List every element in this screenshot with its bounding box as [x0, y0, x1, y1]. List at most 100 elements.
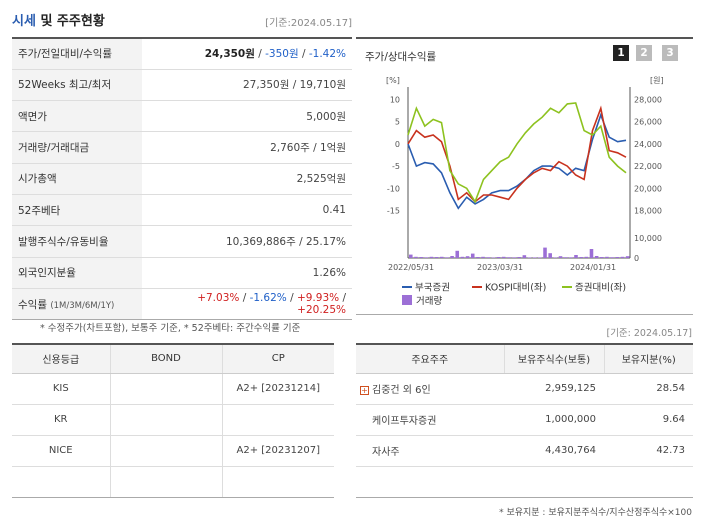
period-button-1[interactable]: 1 [613, 45, 629, 61]
volume-bar [429, 256, 434, 258]
volume-bar [527, 257, 532, 258]
volume-bar [409, 254, 413, 258]
row-value: 10,369,886주 / 25.17% [142, 225, 352, 258]
table-row: 외국인지분율 1.26% [12, 256, 352, 289]
volume-tick-label: 10,000 [634, 234, 662, 243]
table-cell [222, 404, 334, 436]
row-label: 수익률 (1M/3M/6M/1Y) [12, 287, 142, 321]
row-label: 시가총액 [12, 162, 142, 195]
legend-swatch [402, 295, 412, 305]
volume-bar [491, 257, 496, 258]
table-cell [12, 466, 111, 498]
column-header: BOND [110, 343, 223, 374]
volume-bar [605, 256, 609, 258]
volume-bar [445, 257, 449, 258]
volume-bar [517, 257, 521, 258]
x-tick-label: 2023/03/31 [477, 263, 523, 272]
price-chart: [%] [원] 10 28,000 5 26,000 0 24,000 -5 22,000 -10 2… [386, 76, 664, 307]
table-row: 52주베타 0.41 [12, 193, 352, 226]
table-row: KR [12, 404, 334, 436]
row-value: 0.41 [142, 193, 352, 226]
row-label: 52Weeks 최고/최저 [12, 68, 142, 101]
table-cell: A2+ [20231214] [222, 373, 334, 405]
returns-value: +7.03% / -1.62% / +9.93% / +20.25% [142, 287, 352, 321]
shareholder-name: 케이프투자증권 [356, 404, 504, 436]
price-rate: -1.42% [308, 48, 346, 61]
footnote-holding: * 보유지분 : 보유지분주식수/지수산정주식수×100 [499, 508, 692, 518]
legend-label: KOSPI대비(좌) [485, 283, 546, 294]
shares-held [504, 466, 604, 498]
table-header-row: 신용등급 BOND CP [12, 343, 334, 374]
row-label: 거래량/거래대금 [12, 131, 142, 164]
return-3m: -1.62% [249, 292, 287, 305]
expand-icon[interactable]: + [360, 385, 369, 395]
volume-bar [470, 253, 475, 258]
volume-bar [476, 257, 480, 258]
legend-label: 증권대비(좌) [575, 282, 626, 294]
table-cell: KR [12, 404, 111, 436]
y-right-tick-label: 20,000 [634, 184, 662, 193]
volume-bar [424, 257, 429, 258]
volume-bar [512, 257, 516, 258]
table-cell [222, 466, 334, 498]
table-cell [110, 373, 223, 405]
volume-bar [532, 257, 537, 258]
period-button-3[interactable]: 3 [662, 45, 678, 61]
legend-label: 부국증권 [415, 282, 450, 294]
volume-bar [543, 247, 547, 258]
volume-tick-label: 0 [634, 254, 639, 263]
row-label-sub: (1M/3M/6M/1Y) [50, 300, 115, 311]
table-row: NICE A2+ [20231207] [12, 435, 334, 467]
volume-bar [600, 257, 604, 258]
table-cell [110, 435, 223, 467]
return-6m: +9.93% [296, 292, 340, 305]
volume-bar [455, 250, 460, 258]
volume-bar [548, 253, 552, 258]
volume-bar [594, 256, 599, 258]
row-label: 주가/전일대비/수익률 [12, 36, 142, 70]
volume-bar [553, 257, 558, 258]
column-header: 주요주주 [356, 343, 505, 374]
y-left-tick-label: -15 [387, 207, 400, 216]
shares-held: 4,430,764 [504, 435, 604, 467]
row-label: 액면가 [12, 100, 142, 132]
reference-date-2: [기준: 2024.05.17] [606, 328, 692, 339]
x-tick-label: 2022/05/31 [388, 263, 434, 272]
period-button-2[interactable]: 2 [636, 45, 652, 61]
shareholder-name: 자사주 [356, 435, 504, 467]
table-row [12, 466, 334, 498]
volume-bar [584, 256, 589, 258]
volume-bar [610, 257, 614, 258]
holding-percent: 42.73 [604, 435, 693, 467]
column-header: 신용등급 [12, 343, 111, 374]
section-title-highlight: 시세 [12, 14, 36, 29]
row-value: 27,350원 / 19,710원 [142, 68, 352, 101]
table-row: 액면가 5,000원 [12, 100, 352, 132]
volume-bar [419, 257, 423, 258]
table-row: 자사주 4,430,764 42.73 [356, 435, 693, 467]
volume-bar [522, 255, 527, 258]
volume-bar [538, 257, 542, 258]
volume-bar [496, 257, 501, 258]
volume-bar [563, 257, 568, 258]
credit-rating-table: 신용등급 BOND CP KIS A2+ [20231214] KR NICE A2… [12, 343, 334, 498]
table-row: + 김중건 외 6인 2,959,125 28.54 [356, 373, 693, 405]
price-value: 24,350원 / -350원 / -1.42% [142, 36, 352, 70]
major-shareholders-table: 주요주주 보유주식수(보통) 보유지분(%) + 김중건 외 6인 2,959,1… [356, 343, 693, 498]
y-right-tick-label: 22,000 [634, 162, 662, 171]
table-cell [110, 404, 223, 436]
table-cell: NICE [12, 435, 111, 467]
holding-percent: 9.64 [604, 404, 693, 436]
table-row: 52Weeks 최고/최저 27,350원 / 19,710원 [12, 68, 352, 101]
section-title: 시세 및 주주현황 [12, 10, 105, 29]
table-row: KIS A2+ [20231214] [12, 373, 334, 405]
table-row: 케이프투자증권 1,000,000 9.64 [356, 404, 693, 436]
y-right-tick-label: 26,000 [634, 118, 662, 127]
y-right-tick-label: 18,000 [634, 207, 662, 216]
volume-bar [620, 256, 625, 258]
y-left-unit: [%] [386, 76, 400, 85]
volume-bar [460, 256, 465, 258]
shares-held: 1,000,000 [504, 404, 604, 436]
footnote-basis: * 수정주가(차트포함), 보통주 기준, * 52주베타: 주간수익률 기준 [40, 323, 301, 334]
volume-bar [558, 256, 563, 258]
